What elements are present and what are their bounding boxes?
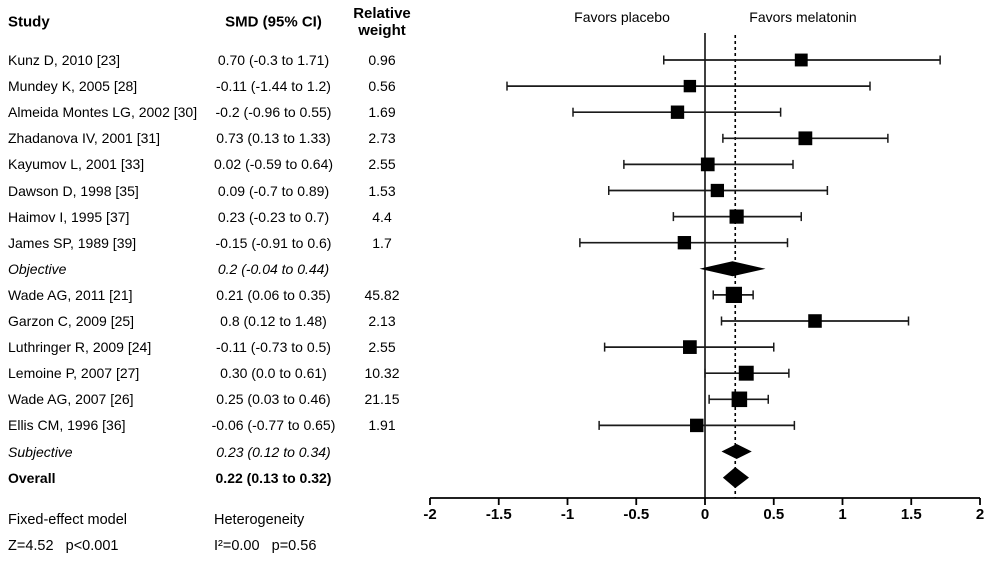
effect-square [683, 79, 697, 93]
smd-value: -0.11 (-1.44 to 1.2) [216, 78, 331, 95]
effect-square [794, 53, 808, 67]
study-label: Wade AG, 2011 [21] [8, 286, 133, 303]
study-label: Haimov I, 1995 [37] [8, 208, 130, 225]
study-label: James SP, 1989 [39] [8, 234, 137, 251]
study-label: Almeida Montes LG, 2002 [30] [8, 104, 198, 121]
study-label: Lemoine P, 2007 [27] [8, 365, 140, 382]
weight-value: 2.13 [368, 313, 396, 329]
smd-value: 0.70 (-0.3 to 1.71) [217, 52, 330, 68]
x-tick-label: -0.5 [623, 506, 650, 523]
weight-value: 2.55 [368, 156, 396, 173]
effect-square [808, 314, 822, 328]
weight-value: 45.82 [364, 286, 400, 303]
smd-value: 0.23 (-0.23 to 0.7) [217, 208, 330, 225]
effect-square [725, 286, 742, 304]
model-stats-label: Z=4.52 p<0.001 [8, 538, 119, 554]
x-tick-label: -1 [560, 506, 575, 523]
weight-value: 2.55 [368, 339, 396, 356]
smd-value: 0.30 (0.0 to 0.61) [220, 365, 327, 382]
model-type-label: Fixed-effect model [8, 512, 128, 528]
weight-value: 1.91 [368, 417, 396, 434]
smd-value: 0.25 (0.03 to 0.46) [216, 391, 331, 408]
study-label: Dawson D, 1998 [35] [8, 182, 139, 199]
x-tick-label: 2 [975, 506, 985, 523]
x-tick-label: -2 [423, 506, 437, 523]
x-tick-label: 1 [838, 506, 847, 523]
weight-value: 1.53 [368, 182, 396, 199]
study-label: Subjective [8, 443, 73, 460]
study-label: Wade AG, 2007 [26] [8, 391, 134, 408]
smd-value: 0.02 (-0.59 to 0.64) [213, 156, 334, 173]
smd-value: 0.2 (-0.04 to 0.44) [217, 260, 330, 277]
study-label: Luthringer R, 2009 [24] [8, 339, 152, 356]
effect-square [731, 391, 748, 408]
smd-value: 0.21 (0.06 to 0.35) [216, 286, 331, 303]
smd-value: 0.23 (0.12 to 0.34) [216, 443, 331, 460]
effect-square [670, 105, 685, 119]
favors-melatonin-label: Favors melatonin [749, 9, 857, 25]
weight-value: 2.73 [368, 130, 396, 147]
x-tick-label: -1.5 [485, 506, 512, 523]
col-header-study: Study [8, 13, 50, 31]
effect-square [690, 418, 704, 433]
smd-value: 0.73 (0.13 to 1.33) [216, 130, 331, 147]
weight-value: 0.96 [368, 52, 396, 68]
weight-value: 21.15 [364, 391, 400, 408]
weight-value: 10.32 [364, 365, 400, 382]
study-label: Mundey K, 2005 [28] [8, 78, 138, 95]
study-label: Kayumov L, 2001 [33] [8, 156, 145, 173]
effect-square [677, 236, 692, 250]
weight-value: 0.56 [368, 78, 396, 95]
weight-value: 4.4 [372, 208, 392, 225]
x-tick-label: 0 [700, 506, 710, 523]
study-label: Kunz D, 2010 [23] [8, 52, 121, 68]
heterogeneity-label: Heterogeneity [214, 512, 305, 528]
study-label: Zhadanova IV, 2001 [31] [8, 130, 161, 147]
smd-value: 0.8 (0.12 to 1.48) [220, 313, 327, 329]
smd-value: 0.09 (-0.7 to 0.89) [217, 182, 330, 199]
x-tick-label: 1.5 [900, 506, 922, 523]
effect-square [683, 340, 697, 354]
effect-square [738, 365, 754, 381]
study-label: Objective [8, 260, 67, 277]
x-tick-label: 0.5 [763, 506, 785, 523]
smd-value: -0.06 (-0.77 to 0.65) [211, 417, 336, 434]
study-label: Overall [8, 469, 56, 486]
study-label: Garzon C, 2009 [25] [8, 313, 135, 329]
summary-diamond [699, 261, 766, 277]
summary-diamond [721, 444, 752, 459]
weight-value: 1.7 [372, 234, 392, 251]
favors-placebo-label: Favors placebo [574, 9, 670, 25]
effect-square [729, 209, 744, 224]
summary-diamond [722, 467, 749, 489]
weight-value: 1.69 [368, 104, 396, 121]
smd-value: -0.15 (-0.91 to 0.6) [215, 234, 332, 251]
effect-square [710, 183, 725, 198]
smd-value: 0.22 (0.13 to 0.32) [215, 469, 332, 486]
col-header-relative-weight: Relative weight [353, 5, 411, 39]
effect-square [798, 131, 813, 146]
heterogeneity-stats-label: I²=0.00 p=0.56 [214, 538, 317, 554]
smd-value: -0.11 (-0.73 to 0.5) [216, 339, 331, 356]
smd-value: -0.2 (-0.96 to 0.55) [215, 104, 332, 121]
study-label: Ellis CM, 1996 [36] [8, 417, 126, 434]
effect-square [700, 157, 715, 172]
col-header-smd: SMD (95% CI) [225, 13, 322, 31]
